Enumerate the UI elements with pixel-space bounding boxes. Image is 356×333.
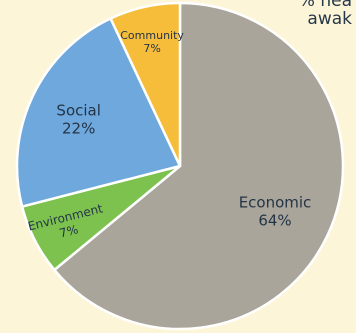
cut-off-heading-line-1: % hea (298, 0, 352, 11)
pie-slice-social (15, 17, 182, 208)
slice-value-social: 22% (62, 119, 95, 137)
slice-value-community: 7% (143, 42, 160, 55)
slice-label-economic: Economic (239, 194, 312, 212)
pie-slice-community (109, 1, 182, 168)
cut-off-heading-line-2: awak (307, 9, 352, 29)
slice-label-social: Social (56, 101, 100, 119)
pie-slice-economic (53, 1, 345, 331)
slice-value-economic: 64% (258, 212, 291, 230)
slice-label-community: Community (120, 29, 184, 42)
slice-value-environment: 7% (58, 222, 80, 240)
